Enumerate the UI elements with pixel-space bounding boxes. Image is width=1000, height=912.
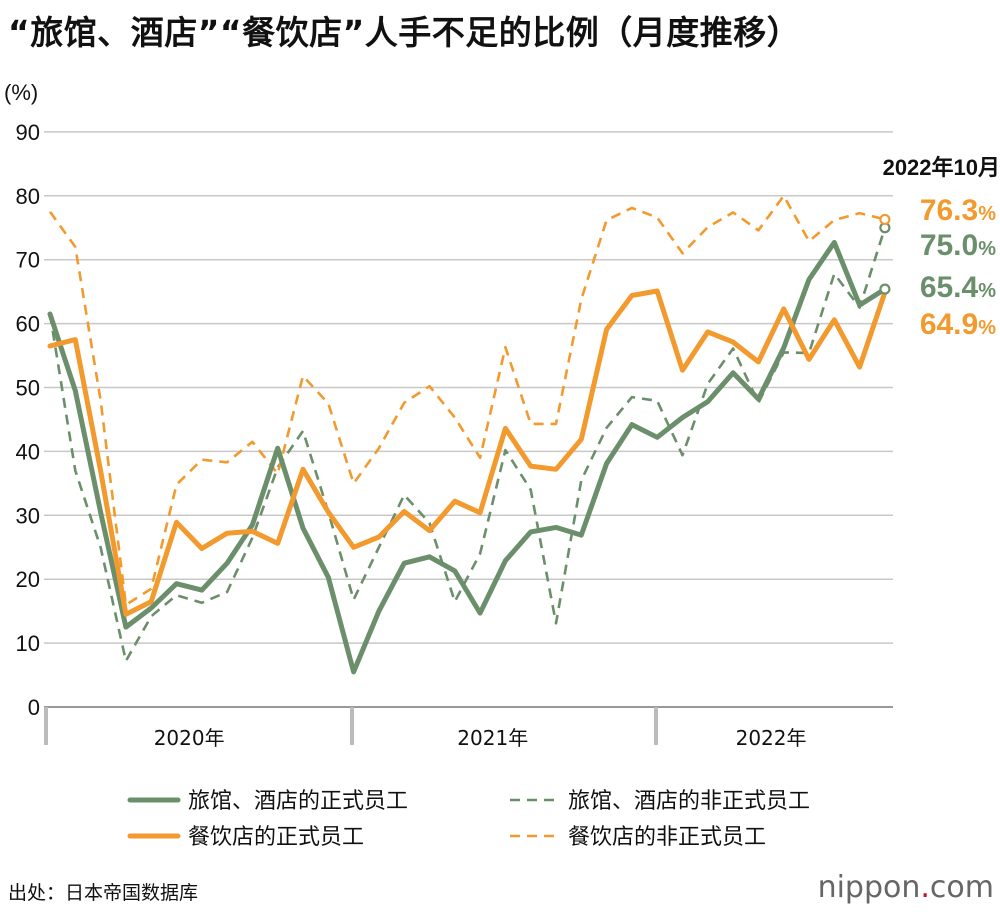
y-tick-40: 40 [16, 439, 40, 464]
end-label-3: 76.3% [920, 194, 996, 227]
y-tick-labels: 0 10 20 30 40 50 60 70 80 90 [16, 120, 40, 720]
end-point-markers [879, 213, 891, 295]
series-line-1 [48, 227, 887, 663]
y-tick-80: 80 [16, 184, 40, 209]
source-note: 出处：日本帝国数据库 [8, 882, 199, 904]
y-tick-70: 70 [16, 248, 40, 273]
y-tick-50: 50 [16, 376, 40, 401]
end-label-2: 64.9% [920, 308, 996, 341]
brand-tld: com [929, 870, 994, 905]
legend-label-0: 旅馆、酒店的正式员工 [188, 789, 408, 814]
y-tick-30: 30 [16, 503, 40, 528]
y-tick-90: 90 [16, 120, 40, 145]
brand-logo: nippon.com [818, 870, 994, 905]
y-tick-10: 10 [16, 631, 40, 656]
brand-dot: . [920, 870, 930, 905]
legend-label-2: 餐饮店的正式员工 [188, 825, 364, 850]
y-tick-60: 60 [16, 312, 40, 337]
y-axis-label: (%) [4, 80, 38, 105]
series-line-2 [47, 288, 888, 617]
series-lines [47, 194, 888, 675]
y-tick-20: 20 [16, 567, 40, 592]
series-line-0 [47, 239, 888, 675]
page-title: “旅馆、酒店”“餐饮店”人手不足的比例（月度推移） [8, 13, 801, 52]
end-point-0 [879, 283, 891, 295]
legend-label-1: 旅馆、酒店的非正式员工 [568, 789, 810, 814]
end-point-3 [879, 213, 891, 226]
x-axis: 2020年 2021年 2022年 [44, 706, 893, 750]
grid-lines [44, 131, 893, 644]
x-tick-2020年: 2020年 [154, 726, 225, 750]
end-label-1: 75.0% [920, 229, 996, 262]
end-date-note: 2022年10月 [883, 155, 1000, 180]
brand-name: nippon [817, 870, 921, 905]
x-tick-2021年: 2021年 [457, 726, 528, 750]
end-label-0: 65.4% [920, 271, 996, 304]
legend-label-3: 餐饮店的非正式员工 [568, 825, 766, 850]
y-tick-0: 0 [28, 695, 40, 720]
end-value-labels: 76.3%75.0% 65.4% 64.9% [920, 194, 996, 341]
series-line-3 [48, 194, 886, 607]
x-tick-2022年: 2022年 [736, 726, 807, 750]
